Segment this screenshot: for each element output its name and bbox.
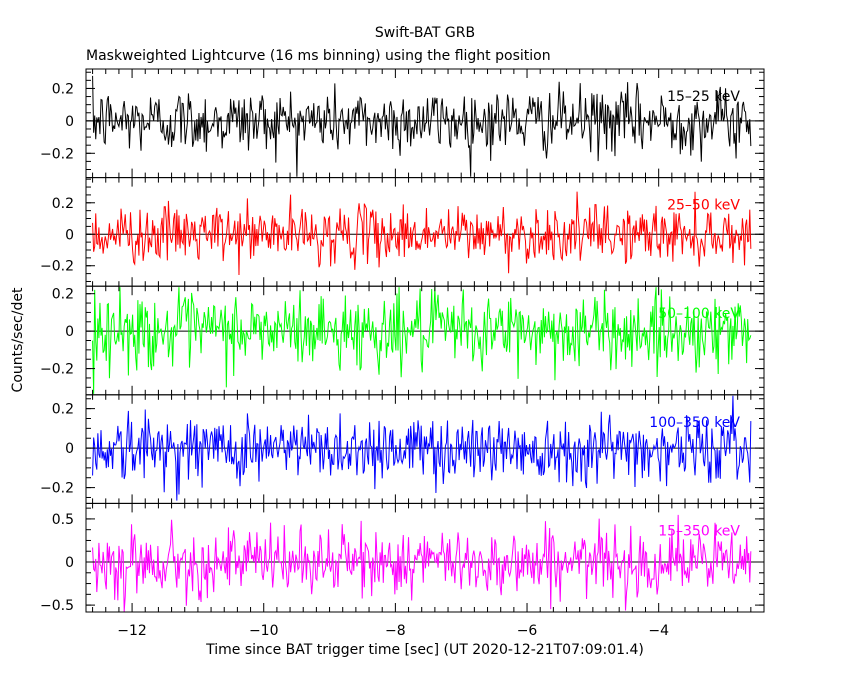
band-label: 15–25 keV [667,89,740,105]
series-line [92,395,752,501]
series-line [92,514,752,612]
y-tick-label: 0.2 [52,81,74,97]
band-label: 100–350 keV [649,415,740,431]
y-axis-label: Counts/sec/det [10,287,26,392]
x-tick-label: −6 [517,623,538,639]
y-tick-label: 0.2 [52,196,74,212]
y-tick-label: 0 [65,555,74,571]
y-tick-label: 0 [65,324,74,340]
series-line [92,75,752,177]
y-tick-label: −0.2 [40,146,74,162]
panels-group: −0.2 0 0.2 15–25 keV −0.2 0 0.2 25–50 keV −0.2 0 0… [40,68,765,639]
y-tick-label: 0 [65,441,74,457]
y-tick-label: −0.2 [40,259,74,275]
series-line [92,191,752,275]
panel-4: −0.2 0 0.2 100–350 keV [40,394,765,504]
band-label: 50–100 keV [658,306,740,322]
panel-1: −0.2 0 0.2 15–25 keV [40,68,765,179]
y-tick-label: −0.2 [40,481,74,497]
panel-frame [85,502,765,613]
band-label: 25–50 keV [667,198,740,214]
panel-2: −0.2 0 0.2 25–50 keV [40,177,765,287]
x-tick-label: −4 [648,623,669,639]
y-tick-label: 0 [65,114,74,130]
series-line [92,287,752,394]
y-tick-label: 0 [65,227,74,243]
y-tick-label: 0.5 [52,512,74,528]
x-tick-label: −12 [117,623,147,639]
band-label: 15–350 keV [658,523,740,539]
x-tick-label: −10 [249,623,279,639]
x-tick-label: −8 [385,623,406,639]
y-tick-label: 0.2 [52,402,74,418]
y-tick-label: 0.2 [52,287,74,303]
x-axis-label: Time since BAT trigger time [sec] (UT 20… [205,642,644,658]
panel-5: −0.5 0 0.5 15–350 keV [40,502,765,614]
y-tick-label: −0.2 [40,362,74,378]
panel-3: −0.2 0 0.2 50–100 keV [40,285,765,396]
chart-title: Swift-BAT GRB [375,25,475,41]
y-tick-label: −0.5 [40,598,74,614]
chart-subtitle: Maskweighted Lightcurve (16 ms binning) … [86,48,551,64]
